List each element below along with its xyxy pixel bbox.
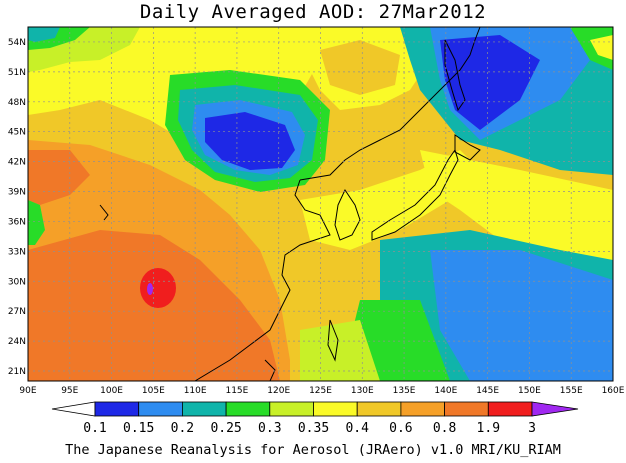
colorbar-swatch bbox=[94, 401, 140, 417]
colorbar-swatch bbox=[269, 401, 314, 417]
colorbar-label: 0.35 bbox=[298, 421, 329, 436]
lon-tick-label: 90E bbox=[19, 386, 36, 395]
colorbar-label: 0.15 bbox=[123, 421, 154, 436]
lon-tick-label: 130E bbox=[351, 386, 374, 395]
lat-tick-label: 48N bbox=[8, 98, 26, 108]
colorbar-label: 0.8 bbox=[433, 421, 456, 436]
lat-tick-label: 36N bbox=[8, 217, 26, 227]
lon-ticks: 90E 95E 100E 105E 110E 115E 120E 125E 130E 135E 14… bbox=[19, 386, 624, 395]
colorbar-swatch bbox=[487, 401, 533, 417]
coastlines bbox=[99, 27, 481, 381]
lat-tick-label: 39N bbox=[8, 188, 26, 198]
colorbar-swatch bbox=[400, 401, 445, 417]
colorbar-high-arrow bbox=[531, 401, 579, 417]
colorbar-low-arrow bbox=[51, 401, 96, 417]
lon-tick-label: 110E bbox=[184, 386, 207, 395]
colorbar-label: 3 bbox=[528, 421, 536, 436]
lat-tick-label: 21N bbox=[8, 367, 26, 377]
colorbar-label: 0.25 bbox=[210, 421, 241, 436]
colorbar-label: 0.1 bbox=[83, 421, 106, 436]
lon-tick-label: 105E bbox=[142, 386, 165, 395]
grid-lines bbox=[28, 27, 613, 381]
colorbar-label: 0.6 bbox=[389, 421, 412, 436]
lon-tick-label: 115E bbox=[225, 386, 248, 395]
colorbar-swatch bbox=[138, 401, 183, 417]
map-frame bbox=[27, 26, 614, 382]
lon-tick-label: 100E bbox=[100, 386, 123, 395]
lon-tick-label: 135E bbox=[393, 386, 416, 395]
credit-text: The Japanese Reanalysis for Aerosol (JRA… bbox=[65, 442, 561, 458]
aod-map: 90E 95E 100E 105E 110E 115E 120E 125E 130E 135E 14… bbox=[8, 26, 625, 395]
colorbar-swatch bbox=[313, 401, 358, 417]
colorbar-label: 0.3 bbox=[258, 421, 281, 436]
colorbar-swatch bbox=[181, 401, 227, 417]
lon-tick-label: 125E bbox=[309, 386, 332, 395]
lat-ticks: 54N 51N 48N 45N 42N 39N 36N 33N 30N 27N 24N 21N bbox=[8, 38, 26, 377]
colorbar-label: 0.2 bbox=[171, 421, 194, 436]
lat-tick-label: 54N bbox=[8, 38, 26, 48]
lat-tick-label: 33N bbox=[8, 247, 26, 257]
lon-tick-label: 140E bbox=[434, 386, 457, 395]
colorbar-swatch bbox=[356, 401, 402, 417]
lon-tick-label: 160E bbox=[602, 386, 625, 395]
colorbar-label: 1.9 bbox=[477, 421, 500, 436]
aod-field bbox=[28, 27, 613, 381]
lat-tick-label: 42N bbox=[8, 158, 26, 168]
lon-tick-label: 120E bbox=[267, 386, 290, 395]
lon-tick-label: 155E bbox=[560, 386, 583, 395]
colorbar-swatch bbox=[444, 401, 489, 417]
lat-tick-label: 30N bbox=[8, 277, 26, 287]
map-title: Daily Averaged AOD: 27Mar2012 bbox=[139, 1, 487, 23]
lat-tick-label: 24N bbox=[8, 337, 26, 347]
lon-tick-label: 145E bbox=[476, 386, 499, 395]
colorbar-label: 0.4 bbox=[345, 421, 369, 436]
lat-tick-label: 27N bbox=[8, 307, 26, 317]
colorbar-swatch bbox=[225, 401, 271, 417]
lon-tick-label: 95E bbox=[61, 386, 78, 395]
lat-tick-label: 51N bbox=[8, 68, 26, 78]
lat-tick-label: 45N bbox=[8, 128, 26, 138]
lon-tick-label: 150E bbox=[518, 386, 541, 395]
